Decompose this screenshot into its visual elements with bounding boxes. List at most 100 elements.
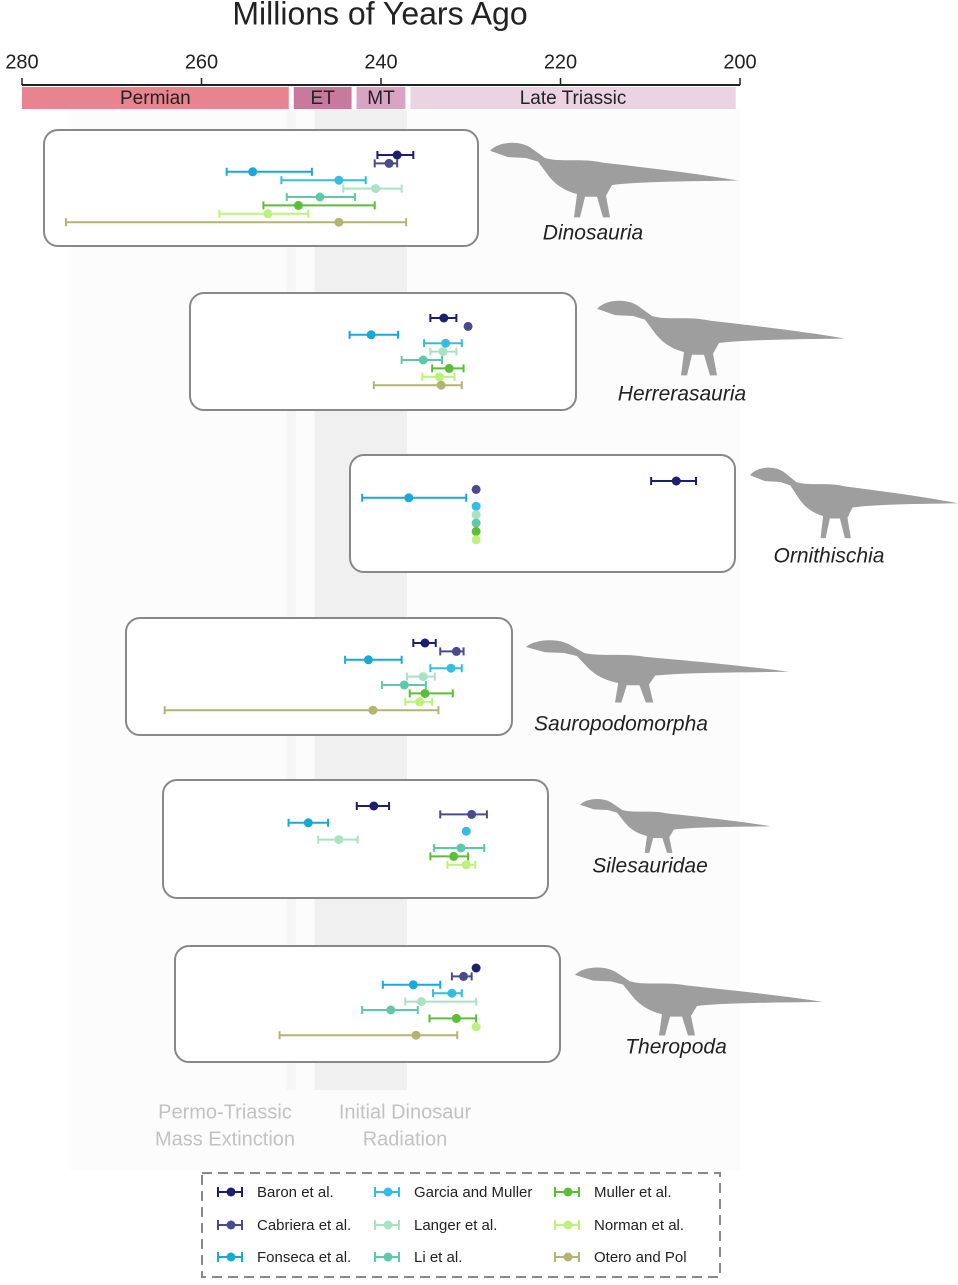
- point: [459, 971, 469, 981]
- point: [449, 851, 459, 861]
- point: [418, 672, 428, 682]
- group-box: [174, 945, 561, 1063]
- dinosaur-silhouette: [750, 467, 958, 539]
- dinosaur-silhouette: [597, 300, 845, 376]
- point: [471, 963, 481, 973]
- point: [315, 192, 325, 202]
- point: [446, 663, 456, 673]
- chart-title: Millions of Years Ago: [232, 0, 527, 31]
- point: [248, 167, 258, 177]
- legend-label: Garcia and Muller: [414, 1184, 532, 1201]
- legend-box: [201, 1172, 721, 1278]
- group-box: [189, 292, 577, 411]
- point: [334, 835, 344, 845]
- legend-label: Fonseca et al.: [257, 1249, 351, 1266]
- group-box: [349, 454, 736, 573]
- legend-swatch-dot: [226, 1187, 236, 1197]
- point: [420, 688, 430, 698]
- legend-label: Cabriera et al.: [257, 1217, 351, 1234]
- dinosaur-silhouette: [490, 142, 738, 218]
- point: [671, 476, 681, 486]
- point: [415, 697, 425, 707]
- legend-swatch-dot: [383, 1220, 393, 1230]
- point: [463, 321, 473, 331]
- point: [392, 150, 402, 160]
- group-label: Ornithischia: [774, 545, 885, 568]
- group-box: [43, 129, 479, 247]
- point: [384, 158, 394, 168]
- x-tick-label: 280: [5, 51, 38, 73]
- point: [334, 217, 344, 227]
- group-box: [125, 617, 513, 736]
- point: [471, 535, 481, 545]
- point: [436, 380, 446, 390]
- x-tick-label: 220: [544, 51, 577, 73]
- point: [438, 347, 448, 357]
- period-label: Late Triassic: [520, 88, 627, 109]
- legend-label: Otero and Pol: [594, 1249, 687, 1266]
- dinosaur-silhouette: [526, 640, 789, 703]
- point: [471, 510, 481, 520]
- group-label: Dinosauria: [543, 222, 643, 245]
- point: [471, 526, 481, 536]
- legend-label: Langer et al.: [414, 1217, 497, 1234]
- point: [366, 330, 376, 340]
- legend-label: Li et al.: [414, 1249, 462, 1266]
- x-tick-label: 240: [364, 51, 397, 73]
- group-label: Herrerasauria: [618, 383, 746, 406]
- point: [471, 484, 481, 494]
- legend-swatch-dot: [563, 1220, 573, 1230]
- legend-label: Norman et al.: [594, 1217, 684, 1234]
- period-bar: [356, 87, 406, 109]
- point: [456, 843, 466, 853]
- point: [408, 980, 418, 990]
- point: [441, 338, 451, 348]
- legend-swatch-dot: [226, 1220, 236, 1230]
- period-label: MT: [367, 88, 395, 109]
- point: [471, 518, 481, 528]
- point: [416, 997, 426, 1007]
- point: [303, 818, 313, 828]
- dinosaur-silhouette: [580, 798, 771, 853]
- point: [451, 1013, 461, 1023]
- point: [461, 860, 471, 870]
- point: [418, 355, 428, 365]
- point: [369, 801, 379, 811]
- x-tick-label: 260: [185, 51, 218, 73]
- point: [371, 184, 381, 194]
- period-label: ET: [311, 88, 336, 109]
- point: [363, 655, 373, 665]
- point: [420, 638, 430, 648]
- group-label: Sauropodomorpha: [534, 713, 708, 736]
- period-bar: [410, 87, 736, 109]
- point: [368, 705, 378, 715]
- point: [444, 363, 454, 373]
- legend-swatch-dot: [383, 1187, 393, 1197]
- point: [461, 826, 471, 836]
- point: [334, 175, 344, 185]
- point: [471, 501, 481, 511]
- point: [447, 988, 457, 998]
- legend-label: Baron et al.: [257, 1184, 334, 1201]
- point: [263, 209, 273, 219]
- period-bar: [293, 87, 352, 109]
- legend-label: Muller et al.: [594, 1184, 672, 1201]
- legend-swatch-dot: [563, 1252, 573, 1262]
- period-label: Permian: [120, 88, 191, 109]
- point: [404, 493, 414, 503]
- legend-swatch-dot: [563, 1187, 573, 1197]
- point: [399, 680, 409, 690]
- period-bar: [22, 87, 289, 109]
- point: [434, 372, 444, 382]
- point: [439, 313, 449, 323]
- group-label: Theropoda: [625, 1036, 727, 1059]
- point: [386, 1005, 396, 1015]
- point: [411, 1030, 421, 1040]
- legend-swatch-dot: [226, 1252, 236, 1262]
- x-tick-label: 200: [723, 51, 756, 73]
- dinosaur-silhouette: [575, 967, 823, 1036]
- point: [467, 809, 477, 819]
- group-label: Silesauridae: [592, 855, 708, 878]
- point: [451, 646, 461, 656]
